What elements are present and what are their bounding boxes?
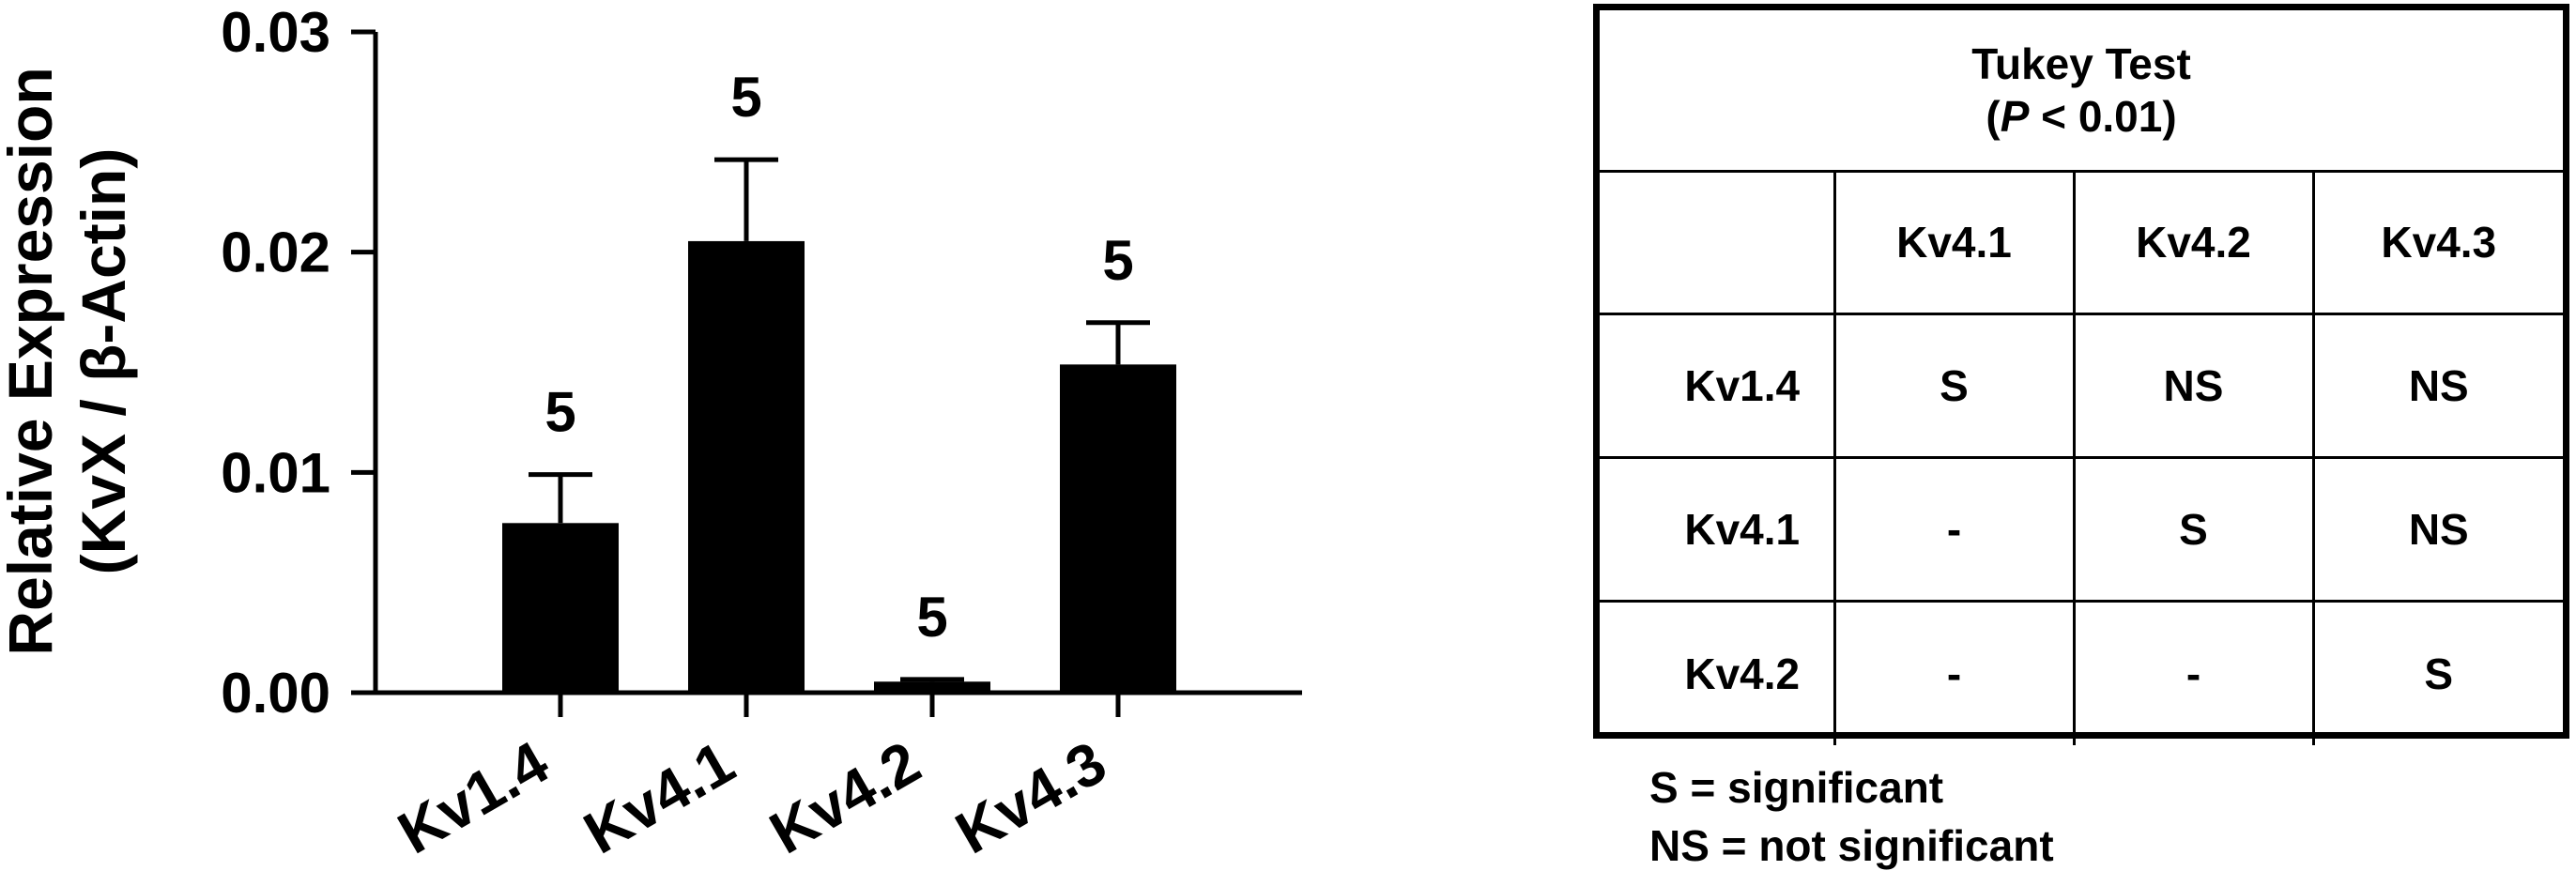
y-tick-label: 0.02 [221,222,330,284]
tukey-row: Kv4.2 - - S [1600,599,2564,745]
bar [688,240,805,693]
tukey-title-cell: Tukey Test (P < 0.01) [1600,10,2564,173]
tukey-cell: S [2311,599,2564,745]
tukey-cell: - [2072,599,2315,745]
tukey-cell: S [2072,455,2315,603]
tukey-table: Tukey Test (P < 0.01) Kv4.1 Kv4.2 Kv4.3 … [1600,10,2564,745]
plot-area: 0.00 0.01 0.02 0.03 5 Kv1.4 5 Kv4.1 5 Kv4.2 5 Kv4.3 [221,1,1302,867]
x-tick-label: Kv4.1 [573,728,745,867]
tukey-row: Kv4.1 - S NS [1600,455,2564,603]
tukey-row-header: Kv1.4 [1600,312,1836,459]
tukey-table-box: Tukey Test (P < 0.01) Kv4.1 Kv4.2 Kv4.3 … [1593,4,2569,745]
bar-chart: Relative Expression (KvX / β-Actin) 0.00… [0,1,1302,867]
tukey-corner-cell [1600,169,1836,315]
legend-not-significant: NS = not significant [1649,821,2054,870]
tukey-cell: NS [2311,455,2564,603]
y-axis-label-line1: Relative Expression [0,67,65,655]
x-tick-label: Kv1.4 [387,728,560,867]
y-tick-label: 0.03 [221,1,330,64]
n-label: 5 [730,66,761,129]
tukey-col-header: Kv4.1 [1832,169,2076,315]
y-tick-label: 0.01 [221,441,330,504]
x-tick-label: Kv4.2 [759,728,931,867]
tukey-row-header: Kv4.2 [1600,599,1836,745]
tukey-col-header: Kv4.2 [2072,169,2315,315]
p-symbol: P [2000,91,2030,141]
n-label: 5 [1102,229,1133,292]
tukey-cell: - [1832,455,2076,603]
tukey-cell: NS [2072,312,2315,459]
n-label: 5 [916,586,947,649]
tukey-cell: NS [2311,312,2564,459]
y-tick-label: 0.00 [221,662,330,725]
tukey-header-row: Kv4.1 Kv4.2 Kv4.3 [1600,169,2564,315]
n-label: 5 [544,381,575,444]
bar [502,523,619,693]
tukey-cell: - [1832,599,2076,745]
tukey-cell: S [1832,312,2076,459]
bar [874,681,990,693]
tukey-row: Kv1.4 S NS NS [1600,312,2564,459]
tukey-title: Tukey Test [1971,38,2191,88]
tukey-title-row: Tukey Test (P < 0.01) [1600,10,2564,173]
legend-significant: S = significant [1649,763,1944,812]
tukey-row-header: Kv4.1 [1600,455,1836,603]
tukey-col-header: Kv4.3 [2311,169,2564,315]
x-tick-label: Kv4.3 [944,728,1117,867]
tukey-p-value: (P < 0.01) [1986,91,2177,141]
significance-legend: S = significant NS = not significant [1649,758,2054,875]
y-axis-label-line2: (KvX / β-Actin) [69,148,138,575]
bar [1060,364,1176,693]
